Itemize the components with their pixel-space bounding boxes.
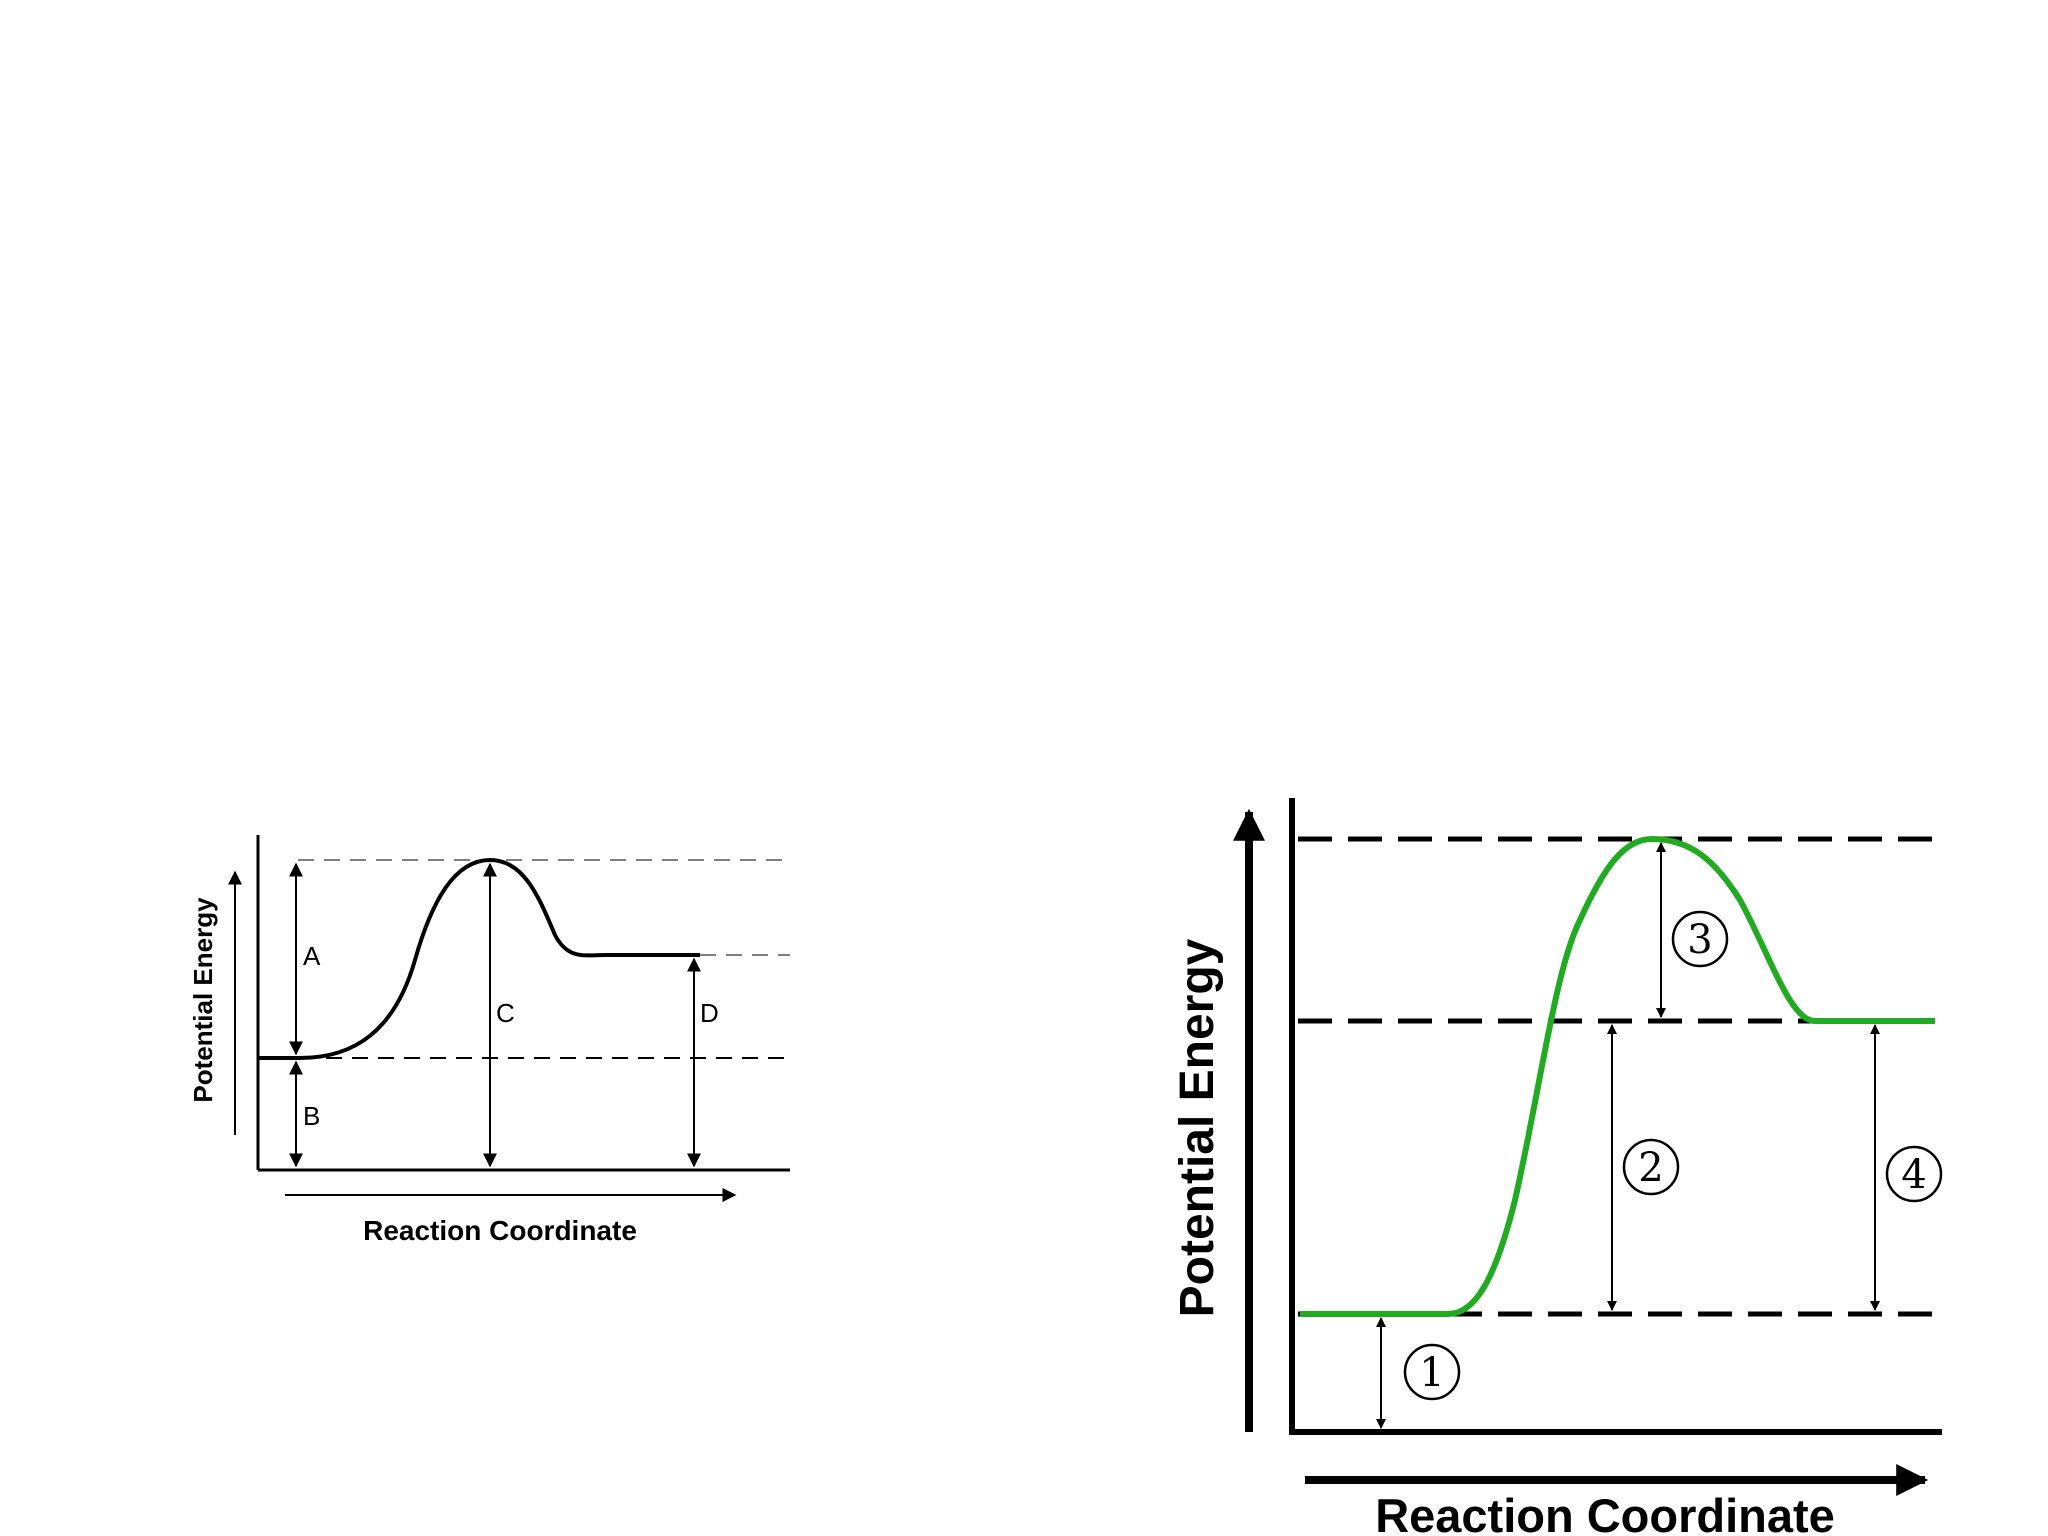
right-y-axis-label: Potential Energy: [1171, 938, 1224, 1317]
right-marker-1: 1: [1403, 1343, 1461, 1401]
right-label-2: 2: [1638, 1145, 1663, 1191]
right-label-1: 1: [1419, 1350, 1444, 1396]
left-reaction-curve: [258, 857, 700, 1060]
right-marker-3: 3: [1671, 910, 1729, 968]
right-reaction-curve: [1300, 835, 1935, 1317]
left-y-axis-label: Potential Energy: [188, 897, 218, 1103]
right-marker-2: 2: [1622, 1138, 1680, 1196]
right-label-4: 4: [1901, 1152, 1926, 1198]
right-energy-diagram: 1 2 3 4 Potential Energy Reaction Coordi…: [1171, 798, 1945, 1536]
left-label-b: B: [303, 1101, 320, 1131]
right-x-axis-label: Reaction Coordinate: [1375, 1489, 1835, 1536]
left-label-a: A: [303, 941, 321, 971]
left-label-c: C: [496, 998, 515, 1028]
right-marker-4: 4: [1885, 1145, 1943, 1203]
right-label-3: 3: [1687, 917, 1712, 963]
left-energy-diagram: A B C D Potential Energy Reaction Coordi…: [188, 835, 790, 1246]
left-label-d: D: [700, 998, 719, 1028]
left-x-axis-label: Reaction Coordinate: [363, 1215, 637, 1246]
